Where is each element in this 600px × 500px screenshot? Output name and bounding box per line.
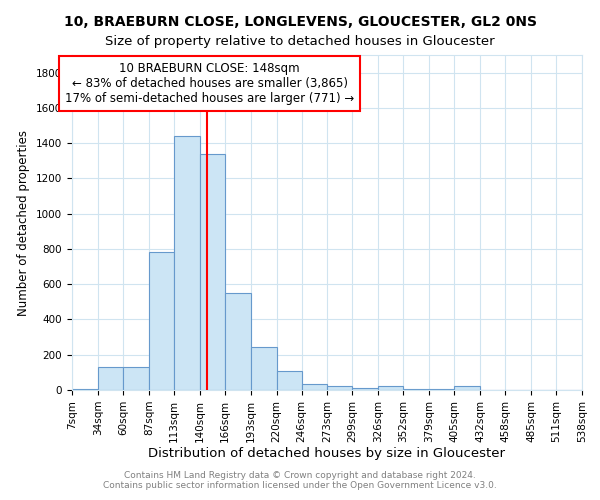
Bar bbox=[403, 389, 429, 390]
Bar bbox=[328, 386, 352, 390]
Text: 10 BRAEBURN CLOSE: 148sqm
← 83% of detached houses are smaller (3,865)
17% of se: 10 BRAEBURN CLOSE: 148sqm ← 83% of detac… bbox=[65, 62, 355, 104]
Text: 10, BRAEBURN CLOSE, LONGLEVENS, GLOUCESTER, GL2 0NS: 10, BRAEBURN CLOSE, LONGLEVENS, GLOUCEST… bbox=[64, 15, 536, 29]
Bar bbox=[379, 386, 403, 390]
Bar bbox=[454, 386, 480, 390]
Text: Contains HM Land Registry data © Crown copyright and database right 2024.
Contai: Contains HM Land Registry data © Crown c… bbox=[103, 470, 497, 490]
Text: Size of property relative to detached houses in Gloucester: Size of property relative to detached ho… bbox=[105, 35, 495, 48]
Bar bbox=[251, 347, 277, 390]
Bar bbox=[352, 388, 379, 390]
Bar bbox=[123, 367, 149, 390]
Bar bbox=[149, 252, 174, 390]
Bar bbox=[277, 370, 302, 390]
Bar bbox=[72, 389, 98, 390]
Y-axis label: Number of detached properties: Number of detached properties bbox=[17, 130, 31, 316]
Bar bbox=[225, 293, 251, 390]
Bar bbox=[200, 154, 225, 390]
X-axis label: Distribution of detached houses by size in Gloucester: Distribution of detached houses by size … bbox=[149, 448, 505, 460]
Bar bbox=[174, 136, 200, 390]
Bar bbox=[429, 389, 454, 390]
Bar bbox=[98, 367, 123, 390]
Bar bbox=[302, 384, 328, 390]
